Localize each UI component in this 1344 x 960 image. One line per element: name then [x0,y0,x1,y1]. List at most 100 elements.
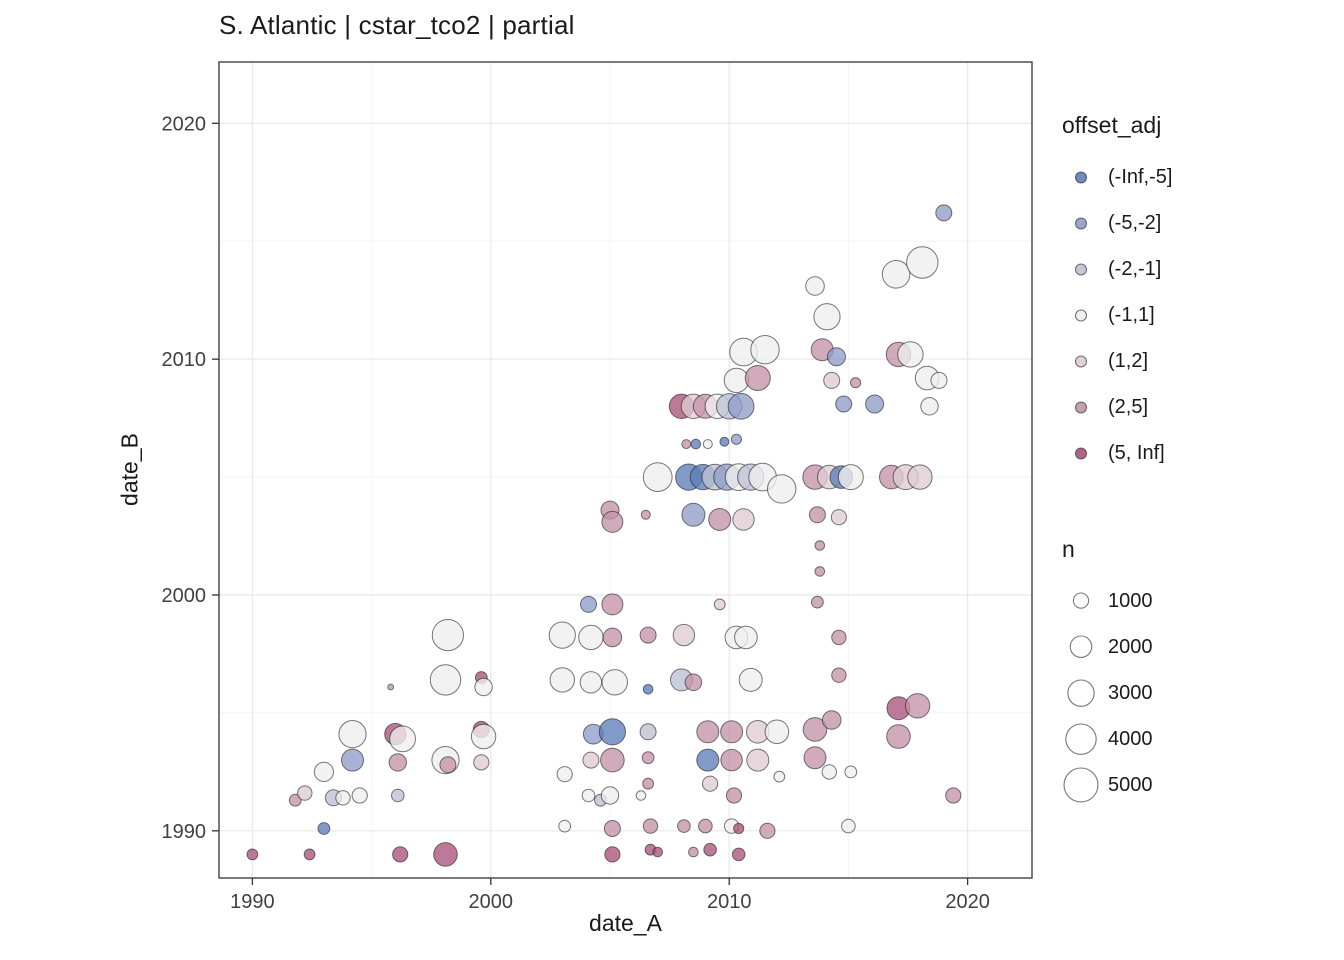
bubble [935,204,953,222]
bubble [823,371,841,389]
bubble [672,623,696,647]
bubble [338,720,367,749]
bubble [556,766,573,783]
bubble [433,842,458,867]
color-legend-key-icon [1062,262,1100,277]
bubble [642,777,654,790]
color-legend-key-icon [1062,400,1100,415]
color-legend-item: (5, Inf] [1062,430,1332,476]
color-legend-label: (2,5] [1108,395,1149,418]
bubble [865,394,885,414]
bubble [549,667,575,693]
bubble [773,770,786,783]
bubble [713,598,726,611]
size-legend-label: 4000 [1108,727,1153,750]
bubble [391,788,405,803]
bubble [767,474,797,504]
bubble [313,761,334,783]
size-legend-item: 4000 [1062,716,1332,762]
color-legend-item: (-Inf,-5] [1062,154,1332,200]
bubble [635,790,647,801]
size-legend-item: 3000 [1062,670,1332,716]
data-points [246,204,962,867]
color-legend-key-icon [1062,446,1100,461]
bubble [288,793,302,807]
color-legend-label: (-2,-1] [1108,257,1162,280]
bubble [811,595,824,609]
y-tick-label: 2020 [162,113,207,135]
bubble [808,506,826,524]
color-legend-label: (1,2] [1108,349,1149,372]
bubble [920,397,939,416]
bubble [698,818,713,834]
bubble [677,819,691,833]
bubble [813,303,841,331]
bubble [473,754,490,771]
bubble [598,718,627,746]
bubble [690,438,702,450]
bubble [881,260,911,289]
bubble [317,822,331,835]
size-legend-label: 5000 [1108,773,1153,796]
y-axis-title: date_B [116,433,143,506]
x-tick-label: 2010 [707,891,752,913]
color-legend-item: (-5,-2] [1062,200,1332,246]
bubble [733,822,745,835]
bubble [744,365,771,391]
bubble [470,723,497,750]
axis-ticks-and-labels: 1990 2000 2010 2020 1990 2000 2010 2020 [162,113,990,913]
bubble [429,664,462,696]
chart-title: S. Atlantic | cstar_tco2 | partial [219,10,575,40]
size-legend-key-icon [1062,591,1100,610]
color-legend-item: (1,2] [1062,338,1332,384]
legend-spacer [1062,476,1332,532]
bubble [732,508,755,531]
bubble [246,848,259,861]
bubble [297,785,313,801]
bubble [335,790,351,806]
bubble [639,626,657,644]
y-tick-label: 1990 [162,821,207,843]
bubble [600,786,620,805]
color-legend-item: (-1,1] [1062,292,1332,338]
size-legend-item: 2000 [1062,624,1332,670]
y-tick-label: 2010 [162,349,207,371]
bubble [850,377,862,389]
bubble [708,508,732,531]
bubble [821,710,842,730]
bubble [746,748,770,772]
panel-border [218,61,1033,879]
bubble [351,787,368,804]
bubble [831,629,847,646]
size-legend-item: 5000 [1062,762,1332,808]
bubble [803,746,827,770]
color-legend-item: (2,5] [1062,384,1332,430]
bubble [725,787,743,804]
size-legend-key-icon [1062,722,1100,756]
bubble [558,819,572,833]
bubble [897,341,924,368]
bubble [604,846,621,863]
bubble [548,621,576,649]
bubble [431,619,464,652]
bubble [720,748,743,772]
bubble [814,540,826,551]
bubble [930,371,948,389]
color-legend-label: (-Inf,-5] [1108,165,1173,188]
bubble [734,625,758,650]
bubble [764,719,790,745]
bubble [907,464,933,490]
bubble [642,818,659,834]
x-tick-label: 2000 [469,891,514,913]
bubble [387,683,395,691]
x-axis-title: date_A [589,910,662,936]
bubble [906,246,939,279]
bubble [474,677,493,697]
bubble [830,509,848,526]
bubble [727,392,755,420]
bubble [581,788,596,803]
bubble [805,276,825,296]
bubble [730,433,743,445]
bubble [759,822,776,839]
size-legend-title: n [1062,536,1075,562]
